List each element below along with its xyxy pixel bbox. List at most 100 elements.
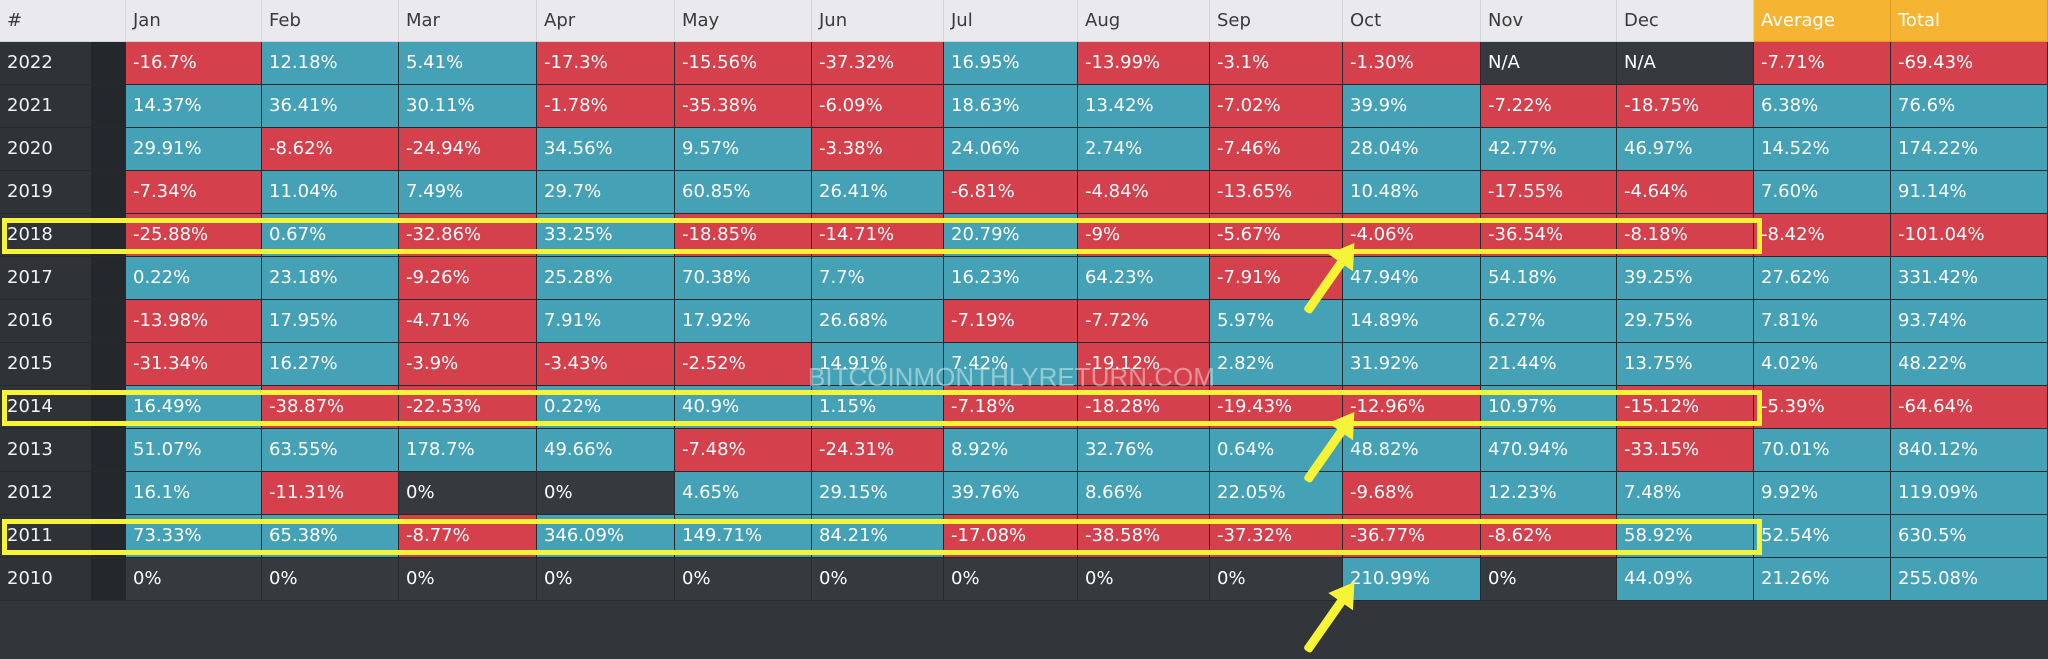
table-cell: 0% [944,558,1078,601]
table-cell: 47.94% [1343,257,1481,300]
table-cell: 0% [1210,558,1343,601]
table-cell: N/A [1617,42,1754,85]
table-cell: 6.27% [1481,300,1617,343]
table-cell: 7.7% [812,257,944,300]
table-cell: 0% [262,558,399,601]
table-cell: 174.22% [1891,128,2048,171]
table-cell: N/A [1481,42,1617,85]
table-cell: -5.39% [1754,386,1891,429]
table-cell: -4.71% [399,300,537,343]
table-cell: 22.05% [1210,472,1343,515]
row-year-label: 2013 [0,429,126,472]
table-cell: 44.09% [1617,558,1754,601]
table-cell: 18.63% [944,85,1078,128]
watermark: BITCOINMONTHLYRETURN.COM [808,362,1215,392]
highlight-box-2018 [2,218,1762,254]
table-cell: -1.78% [537,85,675,128]
table-cell: 0% [1078,558,1210,601]
table-cell: 24.06% [944,128,1078,171]
table-cell: -3.1% [1210,42,1343,85]
table-cell: 26.41% [812,171,944,214]
table-cell: 14.52% [1754,128,1891,171]
row-year-label: 2021 [0,85,126,128]
table-cell: 70.38% [675,257,812,300]
row-year-label: 2012 [0,472,126,515]
table-cell: 21.44% [1481,343,1617,386]
table-cell: -101.04% [1891,214,2048,257]
table-cell: 4.02% [1754,343,1891,386]
highlight-box-2014 [2,390,1762,426]
highlight-box-2011 [2,519,1762,555]
table-cell: 64.23% [1078,257,1210,300]
column-header-mar: Mar [399,0,537,42]
table-cell: 7.81% [1754,300,1891,343]
table-cell: -7.34% [126,171,262,214]
table-cell: 93.74% [1891,300,2048,343]
table-cell: 12.23% [1481,472,1617,515]
table-cell: -69.43% [1891,42,2048,85]
table-cell: 36.41% [262,85,399,128]
column-header-total: Total [1891,0,2048,42]
table-cell: 29.15% [812,472,944,515]
column-header-apr: Apr [537,0,675,42]
table-cell: -24.31% [812,429,944,472]
table-cell: -17.55% [1481,171,1617,214]
table-cell: 470.94% [1481,429,1617,472]
table-cell: 7.48% [1617,472,1754,515]
table-cell: -3.9% [399,343,537,386]
column-header-jul: Jul [944,0,1078,42]
row-year-label: 2015 [0,343,126,386]
column-header-aug: Aug [1078,0,1210,42]
table-cell: 5.41% [399,42,537,85]
table-cell: -24.94% [399,128,537,171]
table-cell: 8.66% [1078,472,1210,515]
column-header-feb: Feb [262,0,399,42]
row-year-label: 2022 [0,42,126,85]
column-header-jun: Jun [812,0,944,42]
table-cell: 6.38% [1754,85,1891,128]
column-header-nov: Nov [1481,0,1617,42]
table-cell: -1.30% [1343,42,1481,85]
table-cell: 26.68% [812,300,944,343]
table-cell: -13.98% [126,300,262,343]
table-cell: 0% [537,558,675,601]
table-cell: 0.22% [126,257,262,300]
table-cell: 178.7% [399,429,537,472]
table-cell: 16.23% [944,257,1078,300]
table-cell: 630.5% [1891,515,2048,558]
table-cell: -7.22% [1481,85,1617,128]
column-header-sep: Sep [1210,0,1343,42]
row-year-label: 2020 [0,128,126,171]
row-year-label: 2010 [0,558,126,601]
table-cell: -17.3% [537,42,675,85]
table-cell: -7.71% [1754,42,1891,85]
table-cell: 12.18% [262,42,399,85]
table-cell: 2.82% [1210,343,1343,386]
table-cell: 32.76% [1078,429,1210,472]
table-cell: -3.38% [812,128,944,171]
table-cell: -13.65% [1210,171,1343,214]
table-cell: -6.09% [812,85,944,128]
table-cell: 48.82% [1343,429,1481,472]
table-cell: 255.08% [1891,558,2048,601]
table-cell: 16.1% [126,472,262,515]
table-cell: 17.92% [675,300,812,343]
table-cell: 7.91% [537,300,675,343]
table-cell: 119.09% [1891,472,2048,515]
table-cell: 29.91% [126,128,262,171]
table-cell: 17.95% [262,300,399,343]
table-cell: -16.7% [126,42,262,85]
table-cell: -7.48% [675,429,812,472]
table-cell: 0% [812,558,944,601]
table-cell: -3.43% [537,343,675,386]
table-cell: 8.92% [944,429,1078,472]
table-cell: 21.26% [1754,558,1891,601]
table-cell: 52.54% [1754,515,1891,558]
table-cell: 9.92% [1754,472,1891,515]
table-cell: 840.12% [1891,429,2048,472]
column-header-index: # [0,0,126,42]
table-cell: 7.42% [944,343,1078,386]
table-cell: -7.46% [1210,128,1343,171]
table-cell: 54.18% [1481,257,1617,300]
column-header-may: May [675,0,812,42]
